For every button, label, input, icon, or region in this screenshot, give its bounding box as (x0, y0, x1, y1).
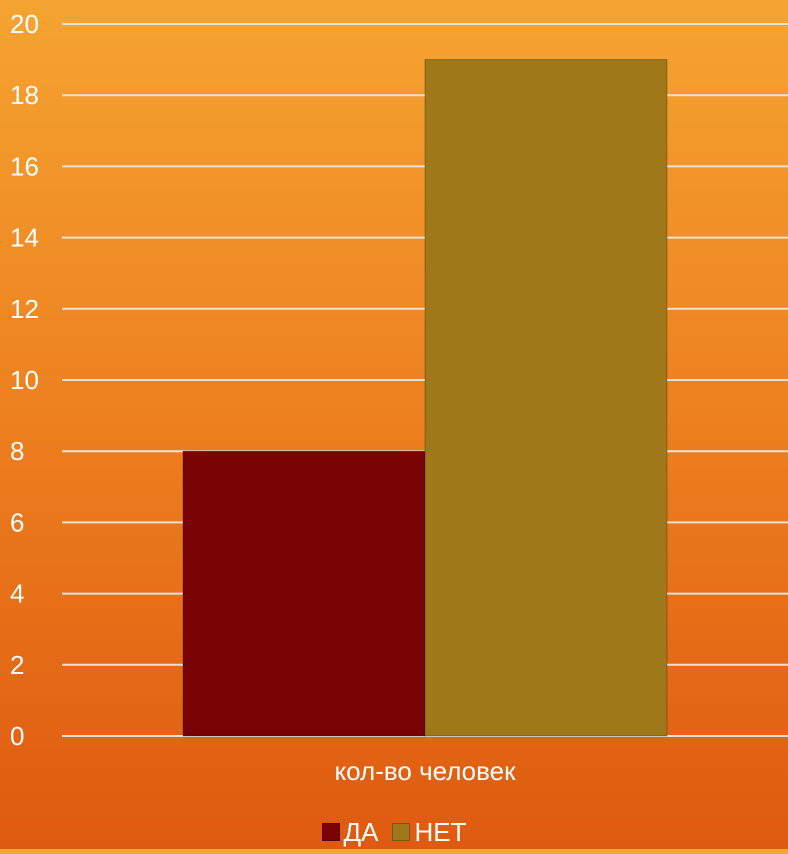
y-tick-label: 10 (10, 365, 39, 395)
y-tick-label: 18 (10, 80, 39, 110)
legend-item-no: НЕТ (392, 817, 466, 848)
bar-no (424, 59, 668, 737)
y-tick-label: 16 (10, 151, 39, 181)
y-tick-label: 0 (10, 721, 24, 751)
legend-swatch-yes (321, 823, 340, 841)
y-tick-label: 20 (10, 9, 39, 39)
bar-yes (182, 450, 426, 737)
y-tick-label: 4 (10, 579, 24, 609)
legend-swatch-no (392, 823, 411, 841)
y-tick-label: 8 (10, 436, 24, 466)
legend: ДА НЕТ (0, 814, 788, 850)
legend-label-yes: ДА (343, 816, 379, 847)
y-tick-label: 12 (10, 294, 39, 324)
y-tick-label: 2 (10, 650, 24, 680)
bars (182, 59, 668, 737)
legend-label-no: НЕТ (414, 816, 467, 847)
x-category-label: кол-во человек (334, 756, 516, 786)
axis-labels: 0 2 4 6 8 10 12 14 16 18 20 кол-во человек (10, 9, 516, 786)
legend-item-yes: ДА (321, 816, 379, 848)
y-tick-label: 6 (10, 507, 24, 537)
y-tick-label: 14 (10, 223, 39, 253)
